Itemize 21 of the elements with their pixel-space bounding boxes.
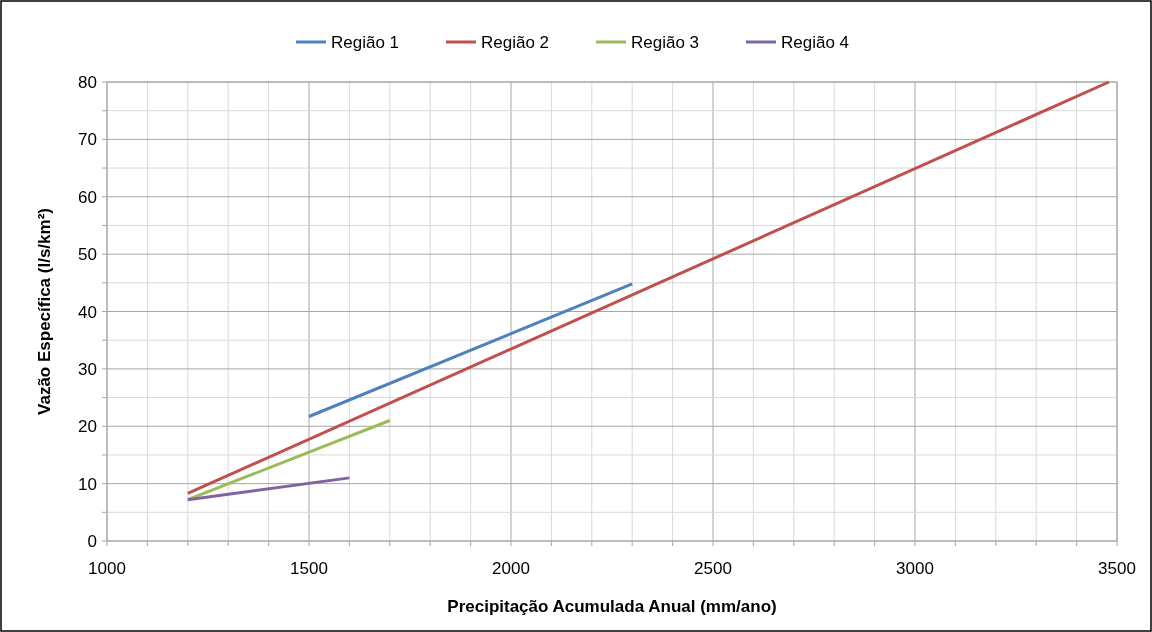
y-tick-label: 50: [78, 245, 97, 265]
y-tick-label: 10: [78, 474, 97, 494]
x-tick-label: 1500: [290, 559, 328, 578]
x-axis-title: Precipitação Acumulada Anual (mm/ano): [447, 597, 777, 616]
legend-label: Região 2: [481, 33, 550, 52]
y-tick-label: 0: [87, 532, 97, 551]
x-tick-label: 3000: [896, 559, 934, 578]
legend-label: Região 1: [331, 33, 400, 52]
y-tick-label: 20: [78, 417, 97, 437]
x-tick-label: 2500: [694, 559, 732, 578]
y-tick-label: 60: [78, 187, 97, 207]
y-tick-label: 70: [78, 130, 97, 150]
legend-label: Região 3: [631, 33, 700, 52]
x-tick-label: 2000: [492, 559, 530, 578]
y-tick-label: 30: [78, 359, 97, 379]
legend-label: Região 4: [781, 33, 850, 52]
x-tick-label: 1000: [88, 559, 126, 578]
y-tick-label: 40: [78, 302, 97, 322]
y-axis-title: Vazão Específica (l/s/km²): [35, 208, 54, 415]
x-tick-label: 3500: [1098, 559, 1136, 578]
y-tick-label: 80: [78, 73, 97, 92]
